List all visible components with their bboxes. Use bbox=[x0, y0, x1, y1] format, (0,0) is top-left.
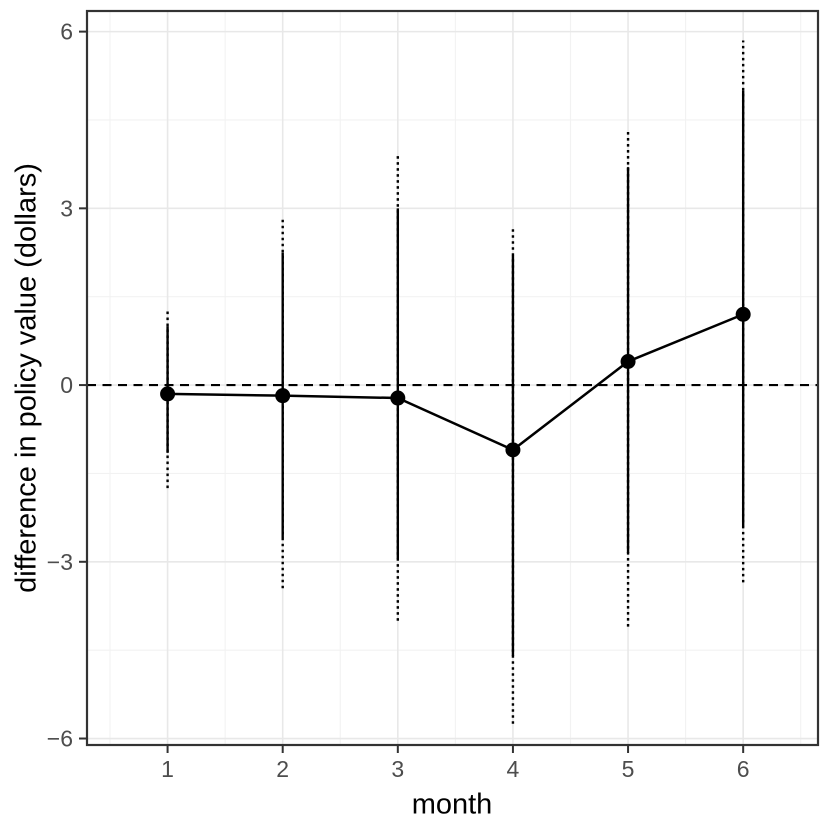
x-tick-label: 4 bbox=[507, 756, 520, 782]
x-axis-title: month bbox=[411, 788, 493, 821]
y-axis-title: difference in policy value (dollars) bbox=[10, 163, 43, 593]
x-tick-label: 5 bbox=[622, 756, 635, 782]
y-tick-label: −3 bbox=[47, 549, 73, 575]
y-tick-label: −6 bbox=[47, 726, 73, 752]
panel-border bbox=[85, 9, 820, 747]
estimate-point bbox=[390, 390, 406, 406]
x-tick-label: 2 bbox=[276, 756, 289, 782]
y-tick-label: 0 bbox=[60, 372, 73, 398]
estimate-point bbox=[735, 306, 751, 322]
estimate-point bbox=[620, 354, 636, 370]
estimate-point bbox=[275, 388, 291, 404]
y-tick-label: 6 bbox=[60, 19, 73, 45]
estimate-point bbox=[505, 442, 521, 458]
estimate-point bbox=[160, 386, 176, 402]
x-tick-label: 1 bbox=[161, 756, 174, 782]
x-tick-label: 3 bbox=[391, 756, 404, 782]
x-tick-label: 6 bbox=[737, 756, 750, 782]
estimate-line bbox=[167, 313, 744, 452]
y-tick-label: 3 bbox=[60, 195, 73, 221]
